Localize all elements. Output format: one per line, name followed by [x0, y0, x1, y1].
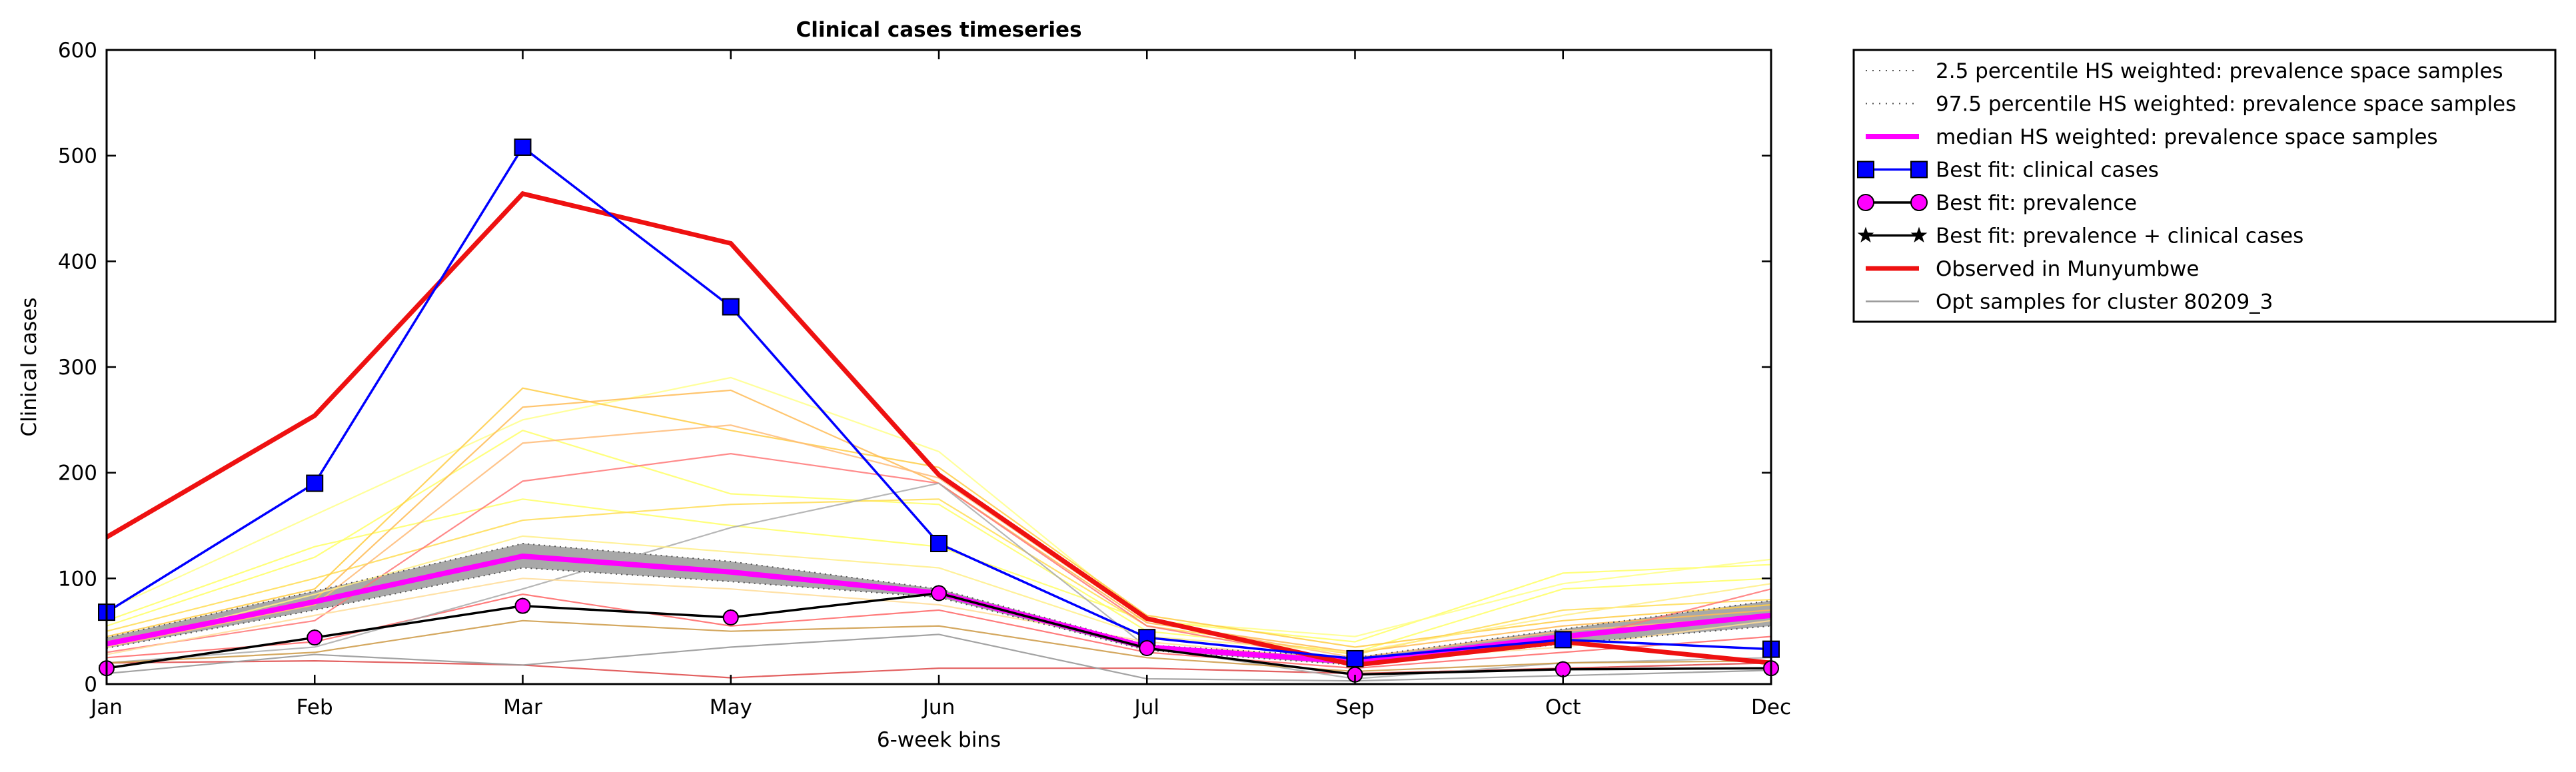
series-best-fit-prevalence-point-5 — [1139, 640, 1155, 657]
opt-sample-line-12 — [107, 535, 1771, 653]
legend-item-best-fit-prevalence-label: Best fit: prevalence — [1936, 191, 2137, 215]
legend-item-best-fit-prevalence-clinical-cases: Best fit: prevalence + clinical cases — [1857, 224, 2303, 248]
x-tick-label-mar: Mar — [503, 695, 542, 719]
y-tick-label-400: 400 — [58, 250, 97, 274]
legend-item-best-fit-prevalence: Best fit: prevalence — [1857, 191, 2137, 215]
legend-items: 2.5 percentile HS weighted: prevalence s… — [1857, 59, 2516, 314]
y-tick-label-600: 600 — [58, 39, 97, 63]
legend-item-best-fit-clinical-cases-marker-end — [1910, 161, 1928, 179]
opt-sample-line-3 — [107, 498, 1771, 655]
legend-item-opt-samples-for-cluster-80209-3: Opt samples for cluster 80209_3 — [1866, 290, 2273, 314]
x-tick-label-jan: Jan — [89, 695, 123, 719]
legend-item-2-5-percentile-hs-weighted-prevalence-space-samples: 2.5 percentile HS weighted: prevalence s… — [1866, 59, 2503, 83]
y-tick-label-300: 300 — [58, 356, 97, 380]
legend-item-2-5-percentile-hs-weighted-prevalence-space-samples-label: 2.5 percentile HS weighted: prevalence s… — [1936, 59, 2503, 83]
opt-sample-line-11 — [107, 619, 1771, 673]
legend-item-best-fit-clinical-cases: Best fit: clinical cases — [1857, 159, 2159, 183]
opt-sample-line-4 — [107, 387, 1771, 648]
legend-item-best-fit-prevalence-clinical-cases-marker-start — [1857, 226, 1874, 243]
series-best-fit-clinical-cases-point-7 — [1554, 631, 1572, 649]
legend-frame — [1852, 49, 2557, 323]
series-opt-samples-for-cluster-80209-3 — [106, 633, 1772, 682]
x-tick-label-dec: Dec — [1751, 695, 1791, 719]
series-best-fit-clinical-cases-point-1 — [306, 474, 324, 492]
ticks-layer: 0 100 200 300 400 500 600 Jan Feb Mar May Jun Jul Sep… — [58, 39, 1791, 719]
legend: 2.5 percentile HS weighted: prevalence s… — [1852, 49, 2557, 323]
legend-item-97-5-percentile-hs-weighted-prevalence-space-samples: 97.5 percentile HS weighted: prevalence … — [1866, 93, 2516, 117]
series-best-fit-prevalence-point-1 — [307, 629, 323, 646]
series-best-fit-prevalence-point-3 — [722, 609, 739, 626]
y-axis-label: Clinical cases — [17, 297, 41, 436]
legend-item-observed-in-munyumbwe: Observed in Munyumbwe — [1866, 257, 2199, 281]
series-observed-in-munyumbwe-line — [105, 191, 1772, 667]
x-axis-label: 6-week bins — [877, 728, 1001, 752]
series-best-fit-prevalence-point-7 — [1555, 661, 1571, 677]
opt-sample-line-6 — [107, 424, 1771, 659]
opt-sample-line-2 — [107, 430, 1771, 653]
series-best-fit-clinical-cases-point-3 — [722, 298, 740, 316]
x-tick-label-may: May — [710, 695, 752, 719]
x-tick-label-jun: Jun — [922, 695, 955, 719]
opt-sample-line-1 — [107, 376, 1771, 637]
series-best-fit-clinical-cases-point-4 — [930, 534, 948, 552]
legend-item-observed-in-munyumbwe-label: Observed in Munyumbwe — [1936, 257, 2199, 281]
legend-item-best-fit-clinical-cases-label: Best fit: clinical cases — [1936, 159, 2159, 183]
legend-item-97-5-percentile-hs-weighted-prevalence-space-samples-label: 97.5 percentile HS weighted: prevalence … — [1936, 93, 2516, 117]
legend-item-opt-samples-for-cluster-80209-3-label: Opt samples for cluster 80209_3 — [1936, 290, 2273, 314]
series-observed-in-munyumbwe — [105, 191, 1772, 667]
x-tick-label-feb: Feb — [297, 695, 333, 719]
x-tick-label-sep: Sep — [1335, 695, 1374, 719]
series-best-fit-prevalence-point-2 — [514, 597, 531, 614]
legend-item-best-fit-clinical-cases-marker-start — [1857, 161, 1874, 179]
y-tick-label-100: 100 — [58, 567, 97, 591]
series-best-fit-clinical-cases-point-6 — [1346, 649, 1364, 667]
legend-item-best-fit-prevalence-clinical-cases-marker-end — [1910, 226, 1928, 243]
legend-item-median-hs-weighted-prevalence-space-samples-label: median HS weighted: prevalence space sam… — [1936, 125, 2438, 149]
legend-item-best-fit-prevalence-marker-start — [1857, 194, 1874, 211]
series-opt-samples-for-cluster-80209-3-line — [106, 633, 1772, 682]
y-tick-label-0: 0 — [84, 673, 97, 697]
x-tick-label-jul: Jul — [1133, 695, 1159, 719]
series-best-fit-clinical-cases-point-2 — [514, 138, 532, 156]
chart-title: Clinical cases timeseries — [796, 18, 1081, 42]
x-tick-label-oct: Oct — [1545, 695, 1581, 719]
series-best-fit-prevalence-point-4 — [931, 585, 947, 601]
y-tick-label-200: 200 — [58, 462, 97, 486]
legend-item-median-hs-weighted-prevalence-space-samples: median HS weighted: prevalence space sam… — [1866, 125, 2438, 149]
plot-area: 0 100 200 300 400 500 600 Jan Feb Mar May Jun Jul Sep… — [58, 39, 1791, 719]
legend-item-best-fit-prevalence-clinical-cases-label: Best fit: prevalence + clinical cases — [1936, 224, 2303, 248]
legend-item-best-fit-prevalence-marker-end — [1910, 194, 1928, 211]
y-tick-label-500: 500 — [58, 145, 97, 169]
